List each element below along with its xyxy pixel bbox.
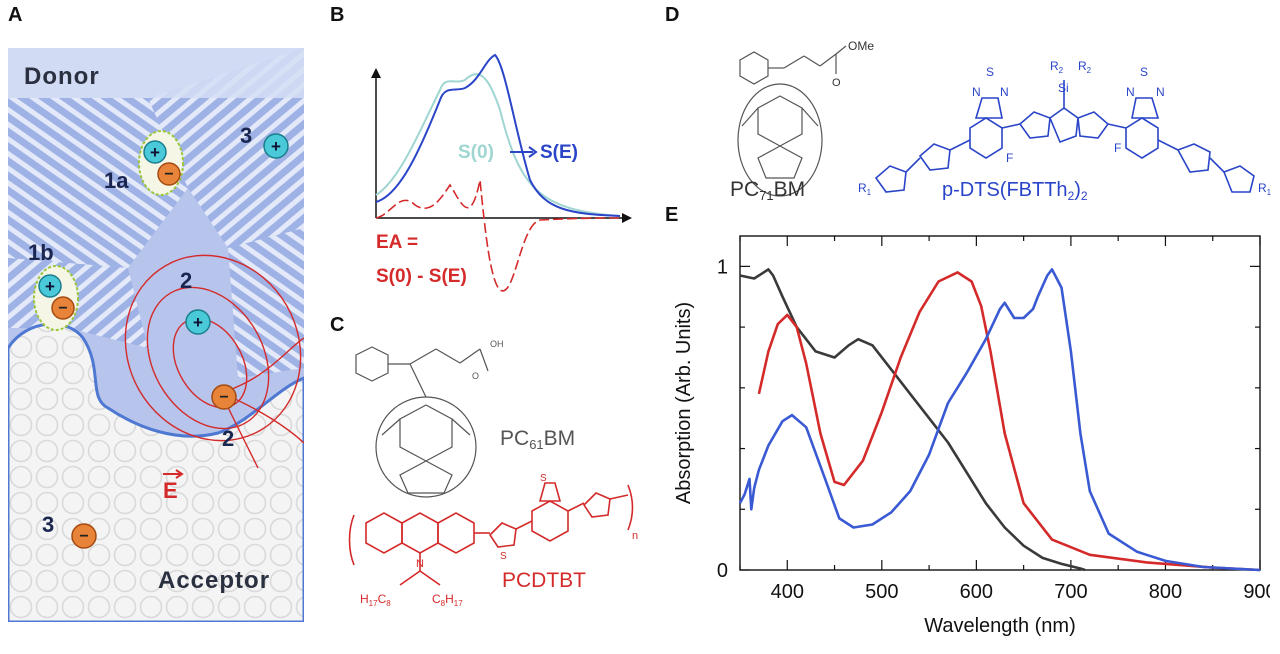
charge-pair-1a: + − — [138, 130, 184, 196]
minus-sign: − — [164, 166, 173, 183]
charge-pair-1b: + − — [33, 265, 79, 331]
s-label: S — [1140, 65, 1148, 79]
x-tick-label: 700 — [1054, 581, 1087, 603]
structures-panel-c: O OH PC61BM N S S n H17C8 C8H17 PCDTBT — [348, 339, 638, 608]
field-label: E — [163, 478, 178, 503]
n-label: N — [972, 85, 981, 99]
panel-label-c: C — [330, 314, 345, 336]
n-label: N — [1000, 85, 1009, 99]
svg-text:+: + — [45, 277, 55, 296]
plot-frame — [739, 235, 1261, 571]
x-tick-label: 600 — [960, 581, 993, 603]
free-electron-3: − — [71, 523, 97, 549]
r2-label: R2 — [1078, 59, 1092, 75]
structures-panel-d: OMe O PC71BM R2 R2 Si N S N N S N F F R1… — [730, 39, 1272, 203]
ea-label: EA = — [376, 232, 418, 253]
svg-text:−: − — [79, 528, 88, 545]
panel-label-a: A — [8, 4, 23, 26]
ea-curve — [375, 179, 621, 292]
se-curve — [375, 53, 621, 217]
label-3-hole: 3 — [240, 123, 252, 148]
svg-text:+: + — [271, 137, 281, 156]
pc61bm-structure — [355, 346, 489, 498]
f-label: F — [1006, 151, 1013, 165]
series-line-1 — [739, 268, 1086, 572]
tick-layer: 400 500 600 700 800 900 0 1 — [717, 236, 1270, 603]
y-tick-label: 0 — [717, 560, 728, 582]
label-2-electron: 2 — [222, 426, 234, 451]
p-dts-fbtth2-structure — [874, 80, 1255, 193]
svg-text:−: − — [219, 389, 228, 406]
absorption-chart: 400 500 600 700 800 900 0 1 Wavelength (nm) Abs… — [673, 235, 1270, 637]
n-label: N — [1126, 85, 1135, 99]
s0-curve — [375, 73, 621, 217]
donor-label: Donor — [24, 63, 100, 90]
s-label: S — [540, 473, 547, 484]
label-3-electron: 3 — [42, 512, 54, 537]
s-label: S — [986, 65, 994, 79]
ome-label: OMe — [848, 39, 874, 53]
si-label: Si — [1058, 81, 1069, 95]
pc61bm-label: PC61BM — [500, 427, 575, 452]
pcdtbt-label: PCDTBT — [502, 569, 586, 592]
x-tick-label: 400 — [771, 581, 804, 603]
svg-text:+: + — [193, 313, 203, 332]
alkyl-label: H17C8 — [360, 592, 391, 608]
interface-schematic: + − 1a + − 1b + 3 + 2 − 2 − 3 E Donor Ac… — [8, 48, 304, 622]
pc71bm-label: PC71BM — [730, 178, 805, 203]
series-line-3 — [738, 268, 1261, 572]
n-label: N — [416, 558, 424, 570]
n-subscript: n — [632, 530, 638, 542]
x-tick-label: 800 — [1149, 581, 1182, 603]
label-1a: 1a — [104, 168, 129, 193]
r2-label: R2 — [1050, 59, 1064, 75]
x-tick-label: 900 — [1243, 581, 1270, 603]
plus-sign: + — [150, 143, 160, 162]
electroabsorption-schematic: S(0) S(E) EA = S(0) - S(E) — [371, 53, 632, 292]
svg-text:−: − — [58, 300, 67, 317]
r1-label: R1 — [1258, 181, 1272, 197]
pc71bm-structure — [737, 45, 847, 197]
donor-domain — [228, 228, 304, 378]
label-2-hole: 2 — [180, 268, 192, 293]
oh-label: OH — [490, 339, 504, 349]
panel-label-b: B — [330, 4, 345, 26]
x-axis-label: Wavelength (nm) — [924, 615, 1076, 637]
acceptor-label: Acceptor — [158, 567, 270, 594]
alkyl-label: C8H17 — [432, 592, 463, 608]
o-label: O — [832, 77, 841, 89]
n-label: N — [1156, 85, 1165, 99]
free-hole-3: + — [263, 133, 289, 159]
donor-domain — [8, 98, 188, 268]
r1-label: R1 — [858, 181, 872, 197]
s0-label: S(0) — [458, 142, 494, 163]
series-line-2 — [757, 271, 1261, 572]
f-label: F — [1114, 141, 1121, 155]
y-tick-label: 1 — [717, 256, 728, 278]
o-label: O — [472, 371, 479, 381]
panel-label-e: E — [665, 204, 679, 226]
ct-hole-2: + — [185, 309, 211, 335]
label-1b: 1b — [28, 240, 54, 265]
s-label: S — [500, 551, 507, 562]
se-label: S(E) — [540, 142, 578, 163]
series-layer — [738, 268, 1261, 572]
p-dts-label: p-DTS(FBTTh2)2 — [942, 179, 1088, 203]
y-axis-label: Absorption (Arb. Units) — [673, 302, 695, 504]
ct-electron-2: − — [211, 384, 237, 410]
panel-label-d: D — [665, 4, 680, 26]
ea-formula: S(0) - S(E) — [376, 266, 467, 287]
pcdtbt-structure — [348, 482, 634, 586]
x-tick-label: 500 — [865, 581, 898, 603]
